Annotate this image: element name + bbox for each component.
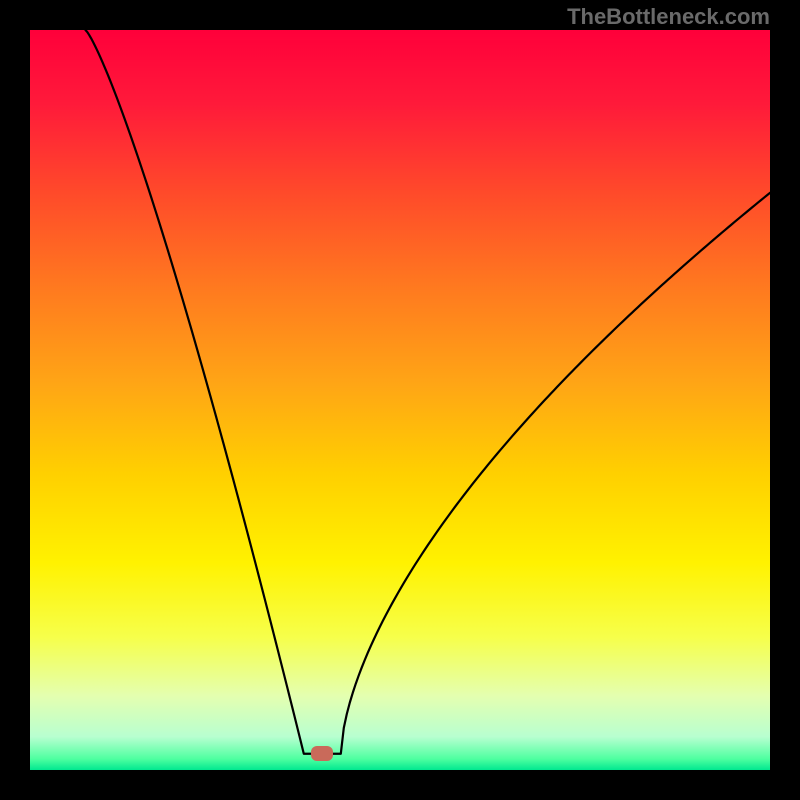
chart-container: TheBottleneck.com xyxy=(0,0,800,800)
watermark-text: TheBottleneck.com xyxy=(567,4,770,30)
curve-path xyxy=(86,30,771,754)
plot-area xyxy=(30,30,770,770)
bottleneck-curve xyxy=(30,30,770,770)
minimum-marker xyxy=(311,746,333,761)
